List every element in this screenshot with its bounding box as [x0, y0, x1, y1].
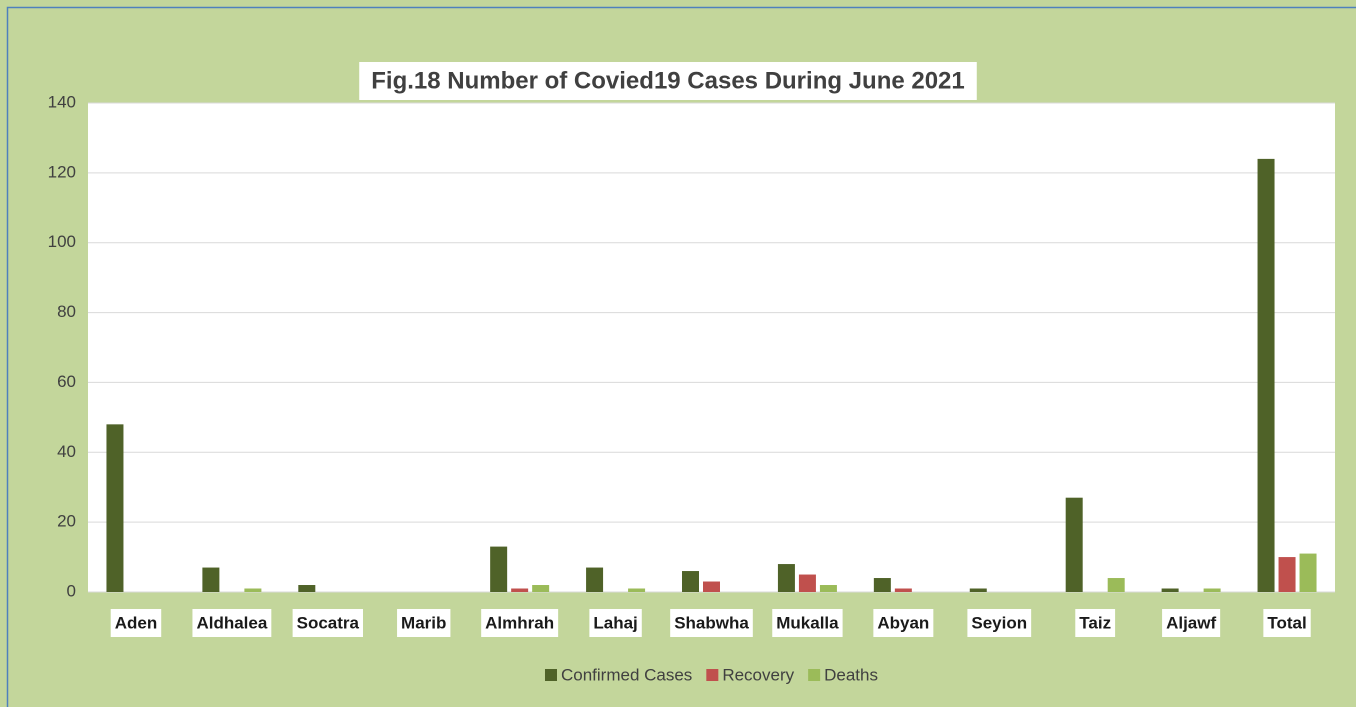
x-tick-label: Aden [115, 613, 158, 632]
bar [873, 578, 891, 592]
x-label-box [1162, 609, 1221, 637]
x-label-box [589, 609, 642, 637]
y-tick-label: 120 [48, 162, 76, 181]
bar [1257, 158, 1275, 592]
legend-label: Deaths [824, 665, 878, 684]
x-label-box [292, 609, 363, 637]
x-label-box [1263, 609, 1311, 637]
bar [106, 424, 124, 592]
x-tick-label: Socatra [297, 613, 360, 632]
bar [819, 585, 837, 592]
bar [777, 564, 795, 592]
x-tick-label: Abyan [877, 613, 929, 632]
bar [628, 588, 646, 592]
y-tick-label: 20 [57, 512, 76, 531]
x-tick-label: Taiz [1079, 613, 1111, 632]
x-label-box [967, 609, 1032, 637]
y-tick-label: 100 [48, 232, 76, 251]
bar [703, 581, 720, 592]
bar [1278, 557, 1296, 592]
x-tick-label: Total [1267, 613, 1306, 632]
x-tick-label: Almhrah [485, 613, 554, 632]
bar [1203, 588, 1221, 592]
bar [298, 585, 316, 592]
bar [1161, 588, 1179, 592]
x-label-box [192, 609, 272, 637]
x-label-box [397, 609, 451, 637]
bar [244, 588, 262, 592]
legend-swatch [544, 669, 557, 681]
x-tick-label: Mukalla [776, 613, 839, 632]
chart-title: Fig.18 Number of Covied19 Cases During J… [371, 67, 965, 94]
frame [6, 6, 1356, 707]
x-label-box [110, 609, 162, 637]
legend-label: Recovery [722, 665, 794, 684]
bar [202, 567, 220, 592]
y-tick-label: 140 [48, 92, 76, 111]
y-tick-label: 80 [57, 302, 76, 321]
x-label-box [873, 609, 934, 637]
x-tick-label: Seyion [971, 613, 1027, 632]
plot-area [88, 103, 1335, 592]
y-tick-label: 0 [67, 581, 76, 600]
y-tick-label: 40 [57, 442, 76, 461]
title-box [359, 62, 977, 100]
bar [798, 574, 816, 592]
x-tick-label: Marib [401, 613, 446, 632]
bar [1299, 553, 1317, 592]
bar [511, 588, 529, 592]
bar [1107, 578, 1125, 592]
x-label-box [772, 609, 843, 637]
x-tick-label: Shabwha [674, 613, 749, 632]
x-label-box [1075, 609, 1116, 637]
bar [532, 585, 550, 592]
legend-label: Confirmed Cases [561, 665, 692, 684]
legend-swatch [706, 669, 719, 681]
bar [894, 588, 912, 592]
bar [682, 571, 699, 592]
bar [1065, 497, 1083, 592]
x-tick-label: Aldhalea [196, 613, 267, 632]
bar [490, 546, 508, 592]
y-tick-label: 60 [57, 372, 76, 391]
bar [969, 588, 987, 592]
legend-swatch [808, 669, 821, 681]
x-tick-label: Lahaj [593, 613, 637, 632]
x-label-box [481, 609, 559, 637]
bar [586, 567, 604, 592]
x-tick-label: Aljawf [1166, 613, 1216, 632]
x-label-box [670, 609, 753, 637]
